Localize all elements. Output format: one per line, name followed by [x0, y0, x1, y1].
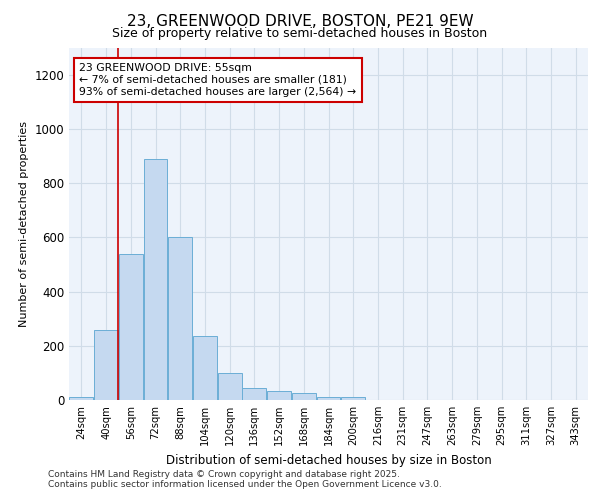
Text: 23, GREENWOOD DRIVE, BOSTON, PE21 9EW: 23, GREENWOOD DRIVE, BOSTON, PE21 9EW — [127, 14, 473, 29]
Text: Size of property relative to semi-detached houses in Boston: Size of property relative to semi-detach… — [112, 28, 488, 40]
Bar — [94, 330, 118, 400]
Bar — [242, 388, 266, 400]
Bar — [341, 398, 365, 400]
Bar — [119, 254, 143, 400]
Bar — [218, 373, 242, 400]
Text: 23 GREENWOOD DRIVE: 55sqm
← 7% of semi-detached houses are smaller (181)
93% of : 23 GREENWOOD DRIVE: 55sqm ← 7% of semi-d… — [79, 64, 356, 96]
Text: Contains HM Land Registry data © Crown copyright and database right 2025.
Contai: Contains HM Land Registry data © Crown c… — [48, 470, 442, 489]
Bar — [70, 398, 94, 400]
X-axis label: Distribution of semi-detached houses by size in Boston: Distribution of semi-detached houses by … — [166, 454, 491, 466]
Bar — [292, 393, 316, 400]
Bar — [143, 158, 167, 400]
Bar — [193, 336, 217, 400]
Bar — [317, 398, 340, 400]
Y-axis label: Number of semi-detached properties: Number of semi-detached properties — [19, 120, 29, 327]
Bar — [168, 238, 192, 400]
Bar — [267, 390, 291, 400]
